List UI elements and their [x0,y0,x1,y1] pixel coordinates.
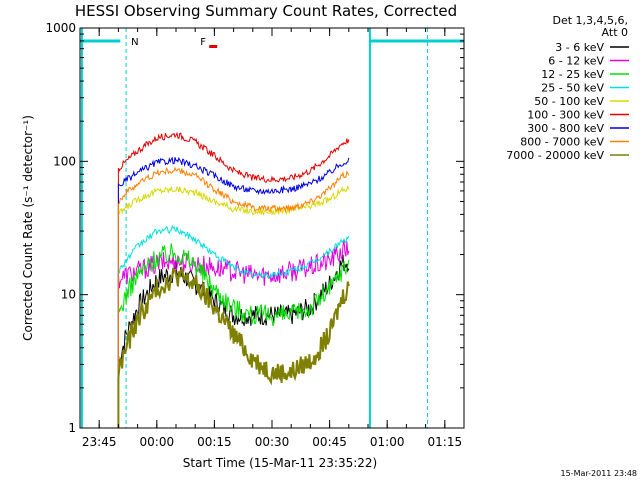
legend-label: 3 - 6 keV [555,41,604,54]
x-tick-label: 00:15 [197,435,232,449]
y-tick-label: 1 [68,421,76,435]
x-tick-label: 01:00 [370,435,405,449]
series-line-4 [117,185,350,428]
x-axis: 23:45 00:00 00:15 00:30 00:45 01:00 01:15 [79,28,465,449]
legend-label: 7000 - 20000 keV [506,149,604,162]
legend-header-line: Att 0 [602,26,628,39]
y-axis-label: Corrected Count Rate (s⁻¹ detector⁻¹) [21,115,35,341]
legend-label: 50 - 100 keV [534,95,604,108]
legend-label: 25 - 50 keV [541,82,604,95]
series-line-0 [117,254,350,428]
legend-label: 800 - 7000 keV [520,136,604,149]
annotation-n: N [131,37,138,48]
x-tick-label: 01:15 [428,435,463,449]
annotation-f: F [200,37,206,48]
y-tick-label: 10 [61,288,76,302]
series-line-6 [117,156,350,428]
y-axis: 1 10 100 1000 [45,21,464,435]
series-layer [117,131,350,428]
legend-label: 300 - 800 keV [527,122,604,135]
y-tick-label: 1000 [45,21,76,35]
legend-label: 12 - 25 keV [541,68,604,81]
x-axis-label: Start Time (15-Mar-11 23:35:22) [183,456,377,470]
series-line-7 [117,166,350,428]
y-tick-label: 100 [53,154,76,168]
legend-label: 6 - 12 keV [548,55,604,68]
x-tick-label: 00:45 [312,435,347,449]
flare-flag-mark [209,45,218,48]
x-tick-label: 23:45 [82,435,117,449]
series-line-5 [117,131,350,428]
legend-header-line: Det 1,3,4,5,6, [552,14,628,27]
series-line-8 [117,265,350,428]
legend-label: 100 - 300 keV [527,109,604,122]
series-line-3 [117,224,350,428]
timestamp: 15-Mar-2011 23:48 [561,469,638,478]
series-line-2 [117,243,350,428]
x-tick-label: 00:00 [140,435,175,449]
x-tick-label: 00:30 [255,435,290,449]
chart-title: HESSI Observing Summary Count Rates, Cor… [75,2,457,20]
